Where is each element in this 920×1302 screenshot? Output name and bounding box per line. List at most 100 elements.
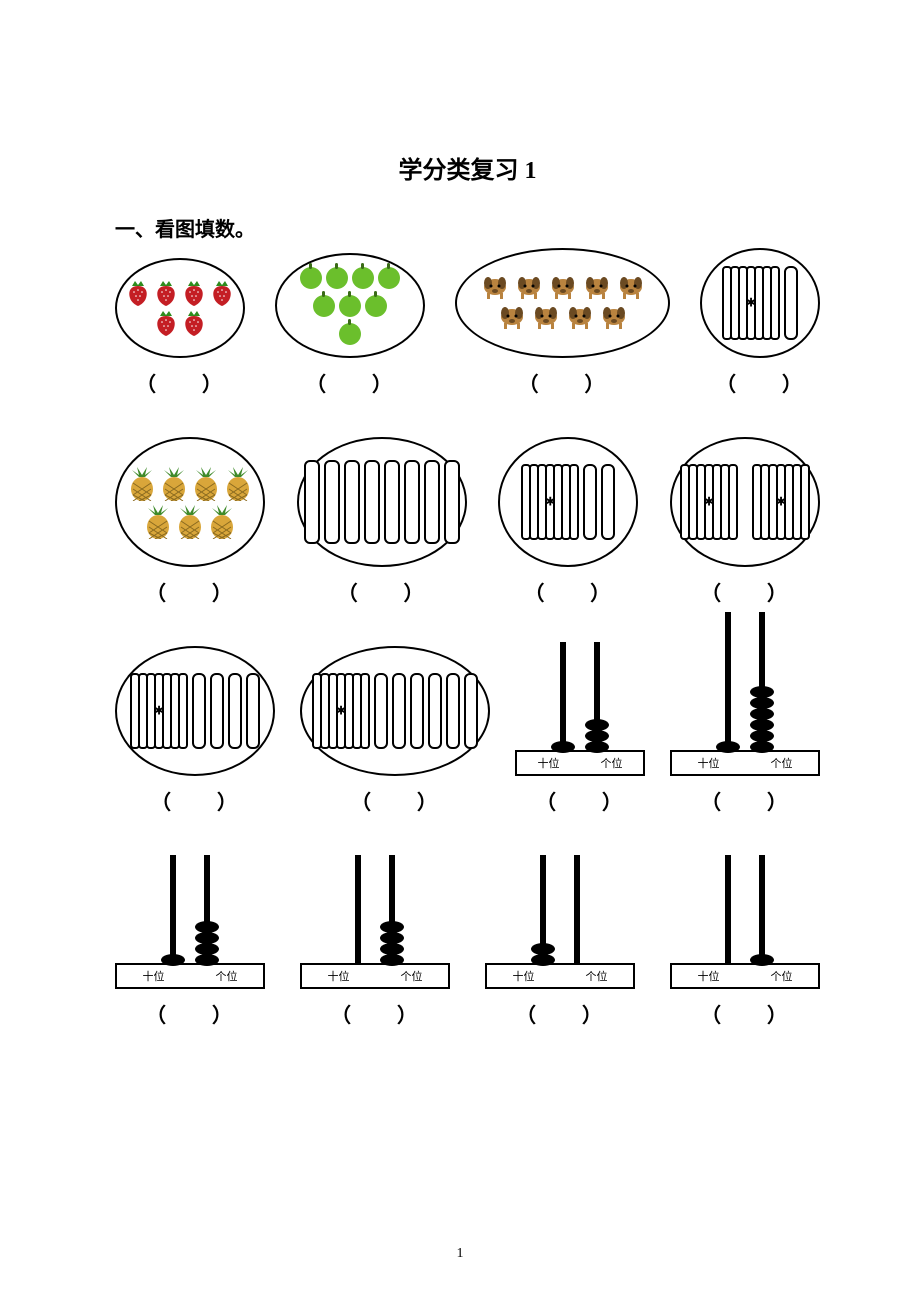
- abacus-rod-ones: [574, 855, 580, 965]
- pineapple-icon: [175, 503, 205, 539]
- abacus-rod-tens: [170, 855, 176, 965]
- abacus-label-tens: 十位: [513, 968, 535, 984]
- loose-sticks: [192, 673, 260, 749]
- answer-blank: （ ）: [146, 577, 234, 606]
- counting-oval: [115, 258, 245, 358]
- answer-blank: （ ）: [351, 786, 439, 815]
- abacus: 十位 个位: [115, 865, 265, 989]
- stick-bundle-icon: [130, 673, 188, 749]
- row-3: （ ） （ ） 十位 个位 （ ） 十位 个位 （ ）: [115, 646, 820, 815]
- answer-blank: （ ）: [331, 999, 419, 1028]
- page-title: 学分类复习 1: [115, 150, 820, 185]
- answer-blank: （ ）: [338, 577, 426, 606]
- abacus-label-tens: 十位: [538, 755, 560, 771]
- apple-icon: [339, 295, 361, 317]
- strawberry-icon: [154, 310, 178, 336]
- abacus-rod-tens: [355, 855, 361, 965]
- abacus-bead: [161, 954, 185, 966]
- exercise-cell: （ ）: [297, 437, 467, 606]
- abacus-bead: [585, 741, 609, 753]
- abacus: 十位 个位: [670, 865, 820, 989]
- exercise-cell: （ ）: [115, 437, 265, 606]
- answer-blank: （ ）: [519, 368, 607, 397]
- stick-icon: [344, 460, 360, 544]
- strawberry-icon: [182, 310, 206, 336]
- exercise-cell: （ ）: [498, 437, 638, 606]
- strawberry-icon: [210, 280, 234, 306]
- abacus-base: 十位 个位: [670, 750, 820, 776]
- abacus-rod-ones: [389, 855, 395, 965]
- answer-blank: （ ）: [136, 368, 224, 397]
- exercise-cell: （ ）: [115, 258, 245, 397]
- stick-icon: [392, 673, 406, 749]
- dog-icon: [565, 305, 595, 331]
- stick-icon: [192, 673, 206, 749]
- loose-sticks: [784, 266, 798, 340]
- exercise-cell: （ ）: [700, 248, 820, 397]
- abacus-rod-ones: [759, 855, 765, 965]
- abacus-base: 十位 个位: [485, 963, 635, 989]
- exercise-cell: 十位 个位 （ ）: [670, 865, 820, 1028]
- stick-bundle-icon: [722, 266, 780, 340]
- dog-icon: [599, 305, 629, 331]
- abacus-rod-ones: [594, 642, 600, 752]
- abacus-base: 十位 个位: [300, 963, 450, 989]
- exercise-cell: （ ）: [275, 253, 425, 397]
- loose-sticks: [304, 460, 460, 544]
- abacus: 十位 个位: [670, 652, 820, 776]
- answer-blank: （ ）: [151, 786, 239, 815]
- stick-icon: [784, 266, 798, 340]
- strawberry-icon: [126, 280, 150, 306]
- stick-icon: [228, 673, 242, 749]
- answer-blank: （ ）: [701, 999, 789, 1028]
- stick-icon: [324, 460, 340, 544]
- stick-icon: [364, 460, 380, 544]
- abacus-label-ones: 个位: [586, 968, 608, 984]
- abacus-bead: [380, 954, 404, 966]
- stick-icon: [444, 460, 460, 544]
- stick-icon: [601, 464, 615, 540]
- exercise-cell: （ ）: [670, 437, 820, 606]
- abacus: 十位 个位: [300, 865, 450, 989]
- apple-icon: [378, 267, 400, 289]
- answer-blank: （ ）: [716, 368, 804, 397]
- stick-icon: [384, 460, 400, 544]
- abacus-rod-ones: [204, 855, 210, 965]
- stick-icon: [424, 460, 440, 544]
- pineapple-icon: [191, 465, 221, 501]
- abacus-bead: [716, 741, 740, 753]
- exercise-cell: （ ）: [115, 646, 275, 815]
- abacus-bead: [750, 954, 774, 966]
- page-number: 1: [0, 1246, 920, 1262]
- stick-icon: [210, 673, 224, 749]
- stick-icon: [404, 460, 420, 544]
- abacus-label-ones: 个位: [216, 968, 238, 984]
- exercise-cell: 十位 个位 （ ）: [485, 865, 635, 1028]
- stick-bundle-icon: [521, 464, 579, 540]
- exercise-cell: 十位 个位 （ ）: [670, 652, 820, 815]
- abacus: 十位 个位: [485, 865, 635, 989]
- answer-blank: （ ）: [306, 368, 394, 397]
- exercise-cell: （ ）: [300, 646, 490, 815]
- abacus-rod-tens: [725, 612, 731, 752]
- apple-icon: [326, 267, 348, 289]
- counting-oval: [275, 253, 425, 358]
- counting-oval: [297, 437, 467, 567]
- abacus-rod-tens: [560, 642, 566, 752]
- stick-icon: [246, 673, 260, 749]
- exercise-cell: 十位 个位 （ ）: [115, 865, 265, 1028]
- abacus-bead: [551, 741, 575, 753]
- abacus-bead: [531, 954, 555, 966]
- abacus-bead: [195, 954, 219, 966]
- stick-icon: [374, 673, 388, 749]
- counting-oval: [670, 437, 820, 567]
- dog-icon: [531, 305, 561, 331]
- dog-icon: [514, 275, 544, 301]
- abacus-label-tens: 十位: [328, 968, 350, 984]
- dog-icon: [480, 275, 510, 301]
- abacus-base: 十位 个位: [115, 963, 265, 989]
- counting-oval: [115, 646, 275, 776]
- apple-icon: [365, 295, 387, 317]
- abacus-rod-ones: [759, 612, 765, 752]
- row-1: （ ） （ ）: [115, 248, 820, 397]
